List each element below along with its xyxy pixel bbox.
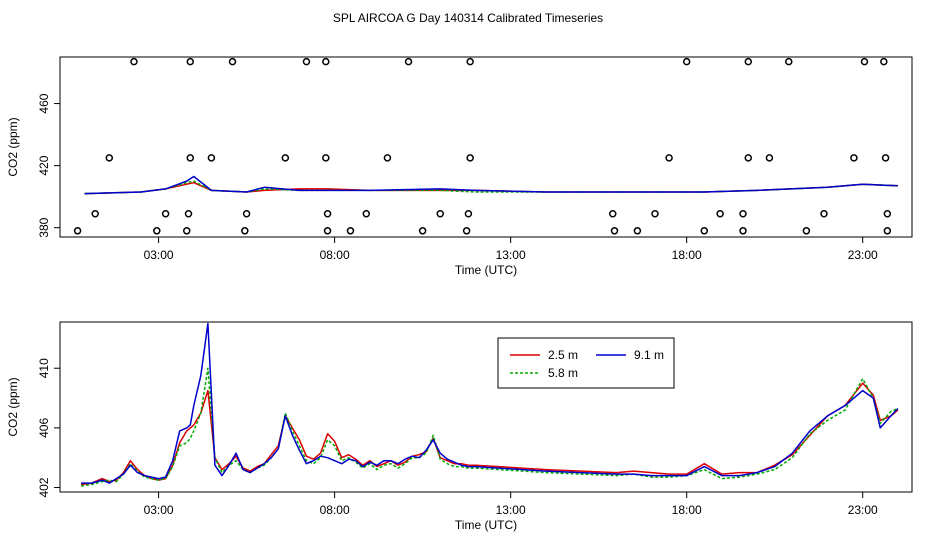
flag-point bbox=[322, 154, 330, 162]
flag-point bbox=[182, 227, 191, 235]
flag-point bbox=[850, 154, 858, 162]
flag-point bbox=[346, 227, 355, 235]
flag-point bbox=[186, 57, 195, 66]
flag-point bbox=[608, 209, 617, 218]
flag-point bbox=[682, 57, 691, 66]
flag-point bbox=[242, 209, 251, 218]
flag-point bbox=[802, 227, 811, 235]
flag-point bbox=[744, 57, 753, 66]
flag-point bbox=[161, 209, 170, 218]
x-tick-label: 23:00 bbox=[848, 248, 878, 262]
x-tick-label: 03:00 bbox=[144, 503, 174, 517]
chart-title: SPL AIRCOA G Day 140314 Calibrated Times… bbox=[333, 11, 603, 25]
x-tick-label: 13:00 bbox=[496, 503, 526, 517]
flag-point bbox=[404, 57, 413, 66]
flag-point bbox=[860, 57, 869, 66]
x-axis-label: Time (UTC) bbox=[455, 263, 517, 277]
legend-label-s58: 5.8 m bbox=[548, 366, 578, 380]
flag-point bbox=[153, 227, 161, 235]
legend: 2.5 m 9.1 m 5.8 m bbox=[497, 337, 675, 389]
y-tick-label: 420 bbox=[37, 155, 51, 175]
flag-point bbox=[184, 209, 193, 218]
x-tick-label: 18:00 bbox=[672, 248, 702, 262]
flag-point bbox=[464, 209, 473, 218]
flag-point bbox=[228, 57, 237, 66]
flag-point bbox=[820, 209, 828, 218]
flag-point bbox=[462, 227, 471, 235]
flag-point bbox=[739, 227, 747, 235]
x-tick-label: 08:00 bbox=[320, 503, 350, 517]
flag-point bbox=[91, 209, 99, 218]
x-axis-label: Time (UTC) bbox=[455, 518, 517, 532]
flag-point bbox=[883, 209, 892, 218]
series-line-s25 bbox=[81, 382, 899, 486]
flag-point bbox=[665, 154, 673, 162]
series-line-s91 bbox=[81, 322, 899, 484]
flag-point bbox=[880, 57, 888, 66]
flag-point bbox=[765, 154, 774, 162]
x-tick-label: 13:00 bbox=[496, 248, 526, 262]
flag-point bbox=[610, 227, 619, 235]
flag-point bbox=[418, 227, 427, 235]
flag-point bbox=[130, 57, 138, 66]
y-tick-label: 406 bbox=[37, 418, 51, 438]
y-tick-label: 410 bbox=[37, 358, 51, 378]
series-line-s58 bbox=[80, 367, 899, 487]
legend-box bbox=[497, 337, 675, 389]
flag-point bbox=[186, 154, 195, 162]
flag-point bbox=[281, 154, 290, 162]
legend-label-s91: 9.1 m bbox=[634, 348, 664, 362]
series-line-s91 bbox=[84, 175, 898, 195]
y-tick-label: 402 bbox=[37, 477, 51, 497]
y-tick-label: 380 bbox=[37, 217, 51, 237]
flag-point bbox=[651, 209, 659, 218]
flag-point bbox=[323, 227, 332, 235]
chart-panel-top: 03:00 08:00 13:00 18:00 23:00 380 420 460 Time (… bbox=[6, 56, 913, 277]
flag-point bbox=[744, 154, 753, 162]
flag-point bbox=[633, 227, 642, 235]
plot-frame bbox=[59, 56, 913, 238]
flag-point bbox=[207, 154, 216, 162]
y-tick-label: 460 bbox=[37, 93, 51, 113]
flag-point bbox=[302, 57, 311, 66]
flag-point bbox=[466, 154, 474, 162]
x-tick-label: 23:00 bbox=[848, 503, 878, 517]
legend-label-s25: 2.5 m bbox=[548, 348, 578, 362]
flag-point bbox=[716, 209, 724, 218]
y-axis-label: CO2 (ppm) bbox=[6, 117, 20, 176]
flag-point bbox=[739, 209, 747, 218]
flag-point bbox=[383, 154, 392, 162]
chart-panel-bottom: 03:00 08:00 13:00 18:00 23:00 402 406 410 Time (… bbox=[6, 321, 913, 532]
x-tick-label: 08:00 bbox=[320, 248, 350, 262]
x-tick-label: 18:00 bbox=[672, 503, 702, 517]
flag-point bbox=[323, 209, 332, 218]
flag-point bbox=[785, 57, 793, 66]
flag-point bbox=[436, 209, 444, 218]
flag-point bbox=[73, 227, 82, 235]
flag-point bbox=[362, 209, 371, 218]
flag-point bbox=[700, 227, 709, 235]
flag-point bbox=[105, 154, 114, 162]
flag-point bbox=[466, 57, 474, 66]
x-tick-label: 03:00 bbox=[144, 248, 174, 262]
flag-point bbox=[322, 57, 330, 66]
plot-frame bbox=[59, 321, 913, 493]
series-line-s58 bbox=[84, 180, 898, 195]
flag-point bbox=[883, 227, 892, 235]
y-axis-label: CO2 (ppm) bbox=[6, 377, 20, 436]
flag-point bbox=[881, 154, 890, 162]
flag-point bbox=[241, 227, 249, 235]
